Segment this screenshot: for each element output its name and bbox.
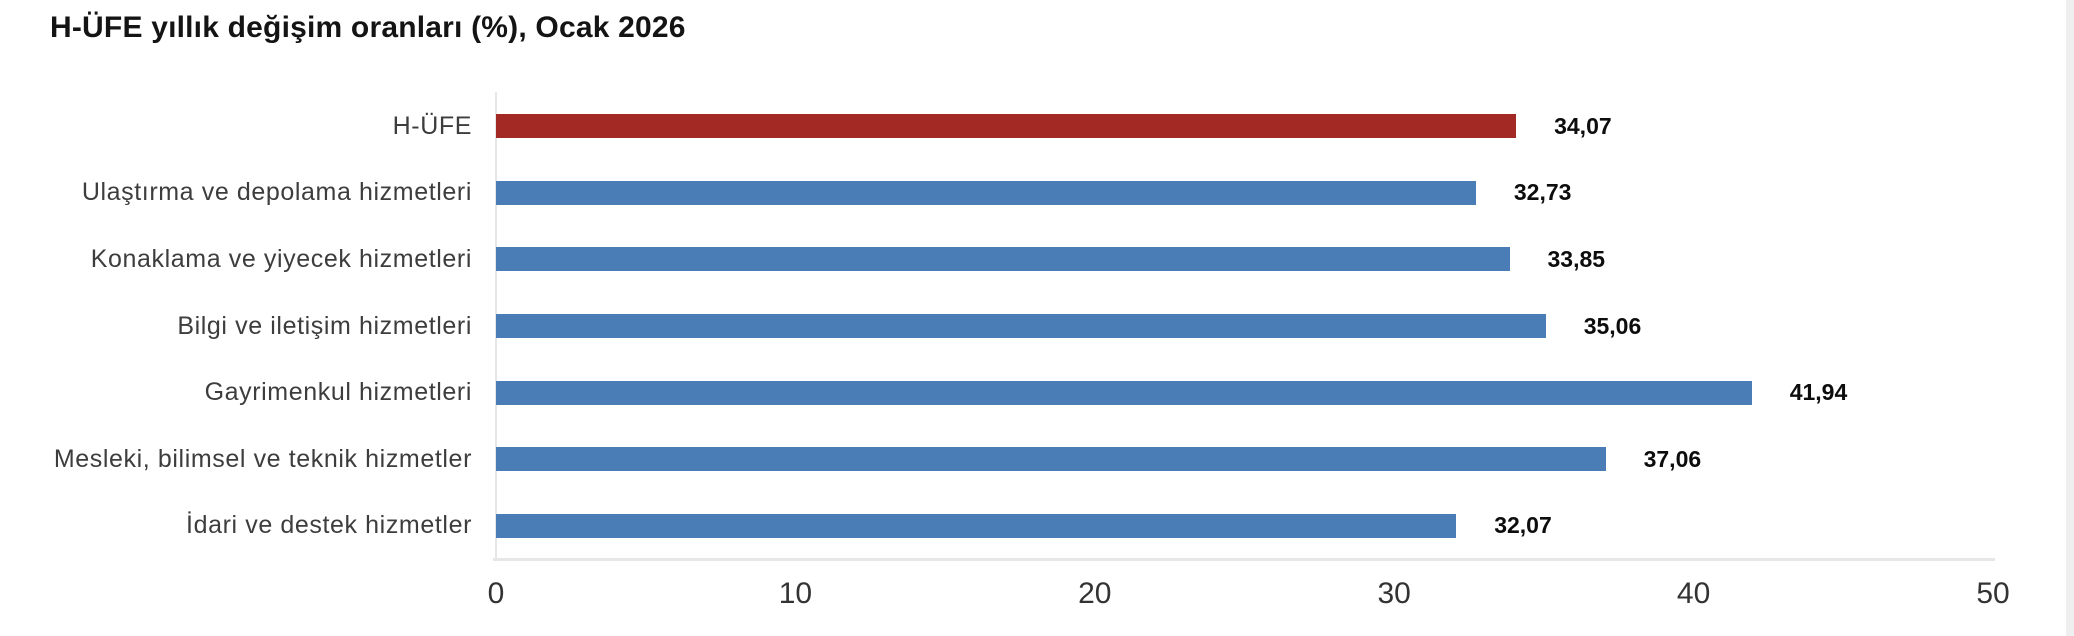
- bar[interactable]: [496, 513, 1457, 538]
- scrollbar-track[interactable]: [2066, 0, 2074, 636]
- chart-row: H-ÜFE 34,07: [0, 93, 2074, 160]
- category-label: Bilgi ve iletişim hizmetleri: [177, 311, 472, 340]
- bar[interactable]: [496, 447, 1606, 472]
- bar-area: 34,07: [496, 93, 2074, 160]
- chart-rows: H-ÜFE 34,07 Ulaştırma ve depolama hizmet…: [0, 93, 2074, 559]
- bar-area: 37,06: [496, 426, 2074, 493]
- category-label: İdari ve destek hizmetler: [186, 511, 472, 540]
- x-tick-label: 20: [1078, 577, 1112, 610]
- bar[interactable]: [496, 380, 1752, 405]
- value-label: 32,73: [1513, 179, 1572, 206]
- bar-area: 32,07: [496, 492, 2074, 559]
- bar[interactable]: [496, 314, 1546, 339]
- x-axis-ticks: 0 10 20 30 40 50: [0, 577, 2074, 617]
- x-tick-label: 10: [778, 577, 813, 610]
- chart-row: Mesleki, bilimsel ve teknik hizmetler 37…: [0, 426, 2074, 493]
- bar[interactable]: [496, 114, 1517, 139]
- chart-row: Gayrimenkul hizmetleri 41,94: [0, 359, 2074, 426]
- category-label: Konaklama ve yiyecek hizmetleri: [90, 244, 472, 273]
- category-label: Mesleki, bilimsel ve teknik hizmetler: [53, 444, 472, 473]
- chart-title: H-ÜFE yıllık değişim oranları (%), Ocak …: [50, 11, 686, 44]
- bar-area: 35,06: [496, 293, 2074, 360]
- value-label: 34,07: [1554, 112, 1612, 139]
- category-label: Ulaştırma ve depolama hizmetleri: [81, 178, 472, 207]
- chart-row: İdari ve destek hizmetler 32,07: [0, 492, 2074, 559]
- category-label: Gayrimenkul hizmetleri: [204, 378, 472, 407]
- x-tick-label: 40: [1676, 577, 1711, 610]
- value-label: 41,94: [1789, 379, 1848, 406]
- value-label: 33,85: [1547, 245, 1606, 272]
- chart-row: Ulaştırma ve depolama hizmetleri 32,73: [0, 160, 2074, 227]
- x-tick-label: 50: [1976, 577, 2010, 610]
- category-label: H-ÜFE: [392, 111, 472, 140]
- x-tick-label: 30: [1377, 577, 1411, 610]
- x-axis-baseline: [493, 558, 1995, 561]
- value-label: 37,06: [1643, 445, 1702, 472]
- bar[interactable]: [496, 247, 1510, 272]
- value-label: 35,06: [1583, 312, 1642, 339]
- bar-area: 41,94: [496, 359, 2074, 426]
- value-label: 32,07: [1494, 512, 1552, 539]
- bar-area: 33,85: [496, 226, 2074, 293]
- bar[interactable]: [496, 180, 1476, 205]
- bar-area: 32,73: [496, 160, 2074, 227]
- x-tick-label: 0: [487, 577, 505, 610]
- chart-row: Konaklama ve yiyecek hizmetleri 33,85: [0, 226, 2074, 293]
- chart-row: Bilgi ve iletişim hizmetleri 35,06: [0, 293, 2074, 360]
